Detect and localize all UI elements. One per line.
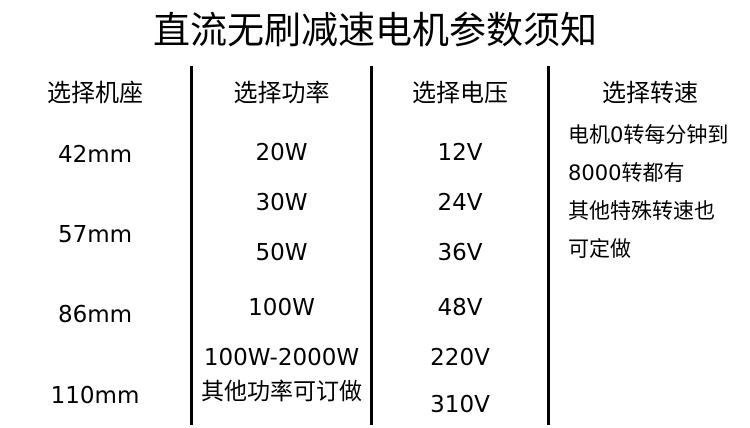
page-title: 直流无刷减速电机参数须知 <box>153 9 597 52</box>
column-header-frame-size: 选择机座 <box>47 79 143 107</box>
column-header-voltage: 选择电压 <box>412 79 508 107</box>
cell-frame-size-1: 42mm <box>57 142 133 168</box>
column-header-speed: 选择转速 <box>602 79 698 107</box>
cell-voltage-2: 24V <box>437 190 483 216</box>
cell-speed-note-2: 8000转都有 <box>568 161 685 185</box>
column-divider-2 <box>370 66 373 425</box>
cell-speed-note-4: 可定做 <box>568 237 631 261</box>
cell-power-custom-note: 其他功率可订做 <box>201 379 362 405</box>
cell-voltage-6: 310V <box>430 392 490 418</box>
cell-voltage-3: 36V <box>437 240 483 266</box>
column-header-power: 选择功率 <box>233 79 330 107</box>
cell-frame-size-3: 86mm <box>57 302 133 328</box>
cell-power-1: 20W <box>255 140 308 166</box>
cell-power-5: 100W-2000W <box>203 345 360 371</box>
column-divider-3 <box>547 66 550 425</box>
column-divider-1 <box>190 66 193 425</box>
cell-voltage-4: 48V <box>437 295 483 321</box>
cell-power-4: 100W <box>248 295 315 321</box>
cell-speed-note-1: 电机0转每分钟到 <box>568 123 729 147</box>
cell-voltage-1: 12V <box>437 140 483 166</box>
cell-power-3: 50W <box>255 240 308 266</box>
cell-power-2: 30W <box>255 190 308 216</box>
cell-frame-size-2: 57mm <box>57 222 133 248</box>
cell-speed-note-3: 其他特殊转速也 <box>568 199 715 223</box>
cell-frame-size-4: 110mm <box>50 383 140 409</box>
cell-voltage-5: 220V <box>430 345 490 371</box>
